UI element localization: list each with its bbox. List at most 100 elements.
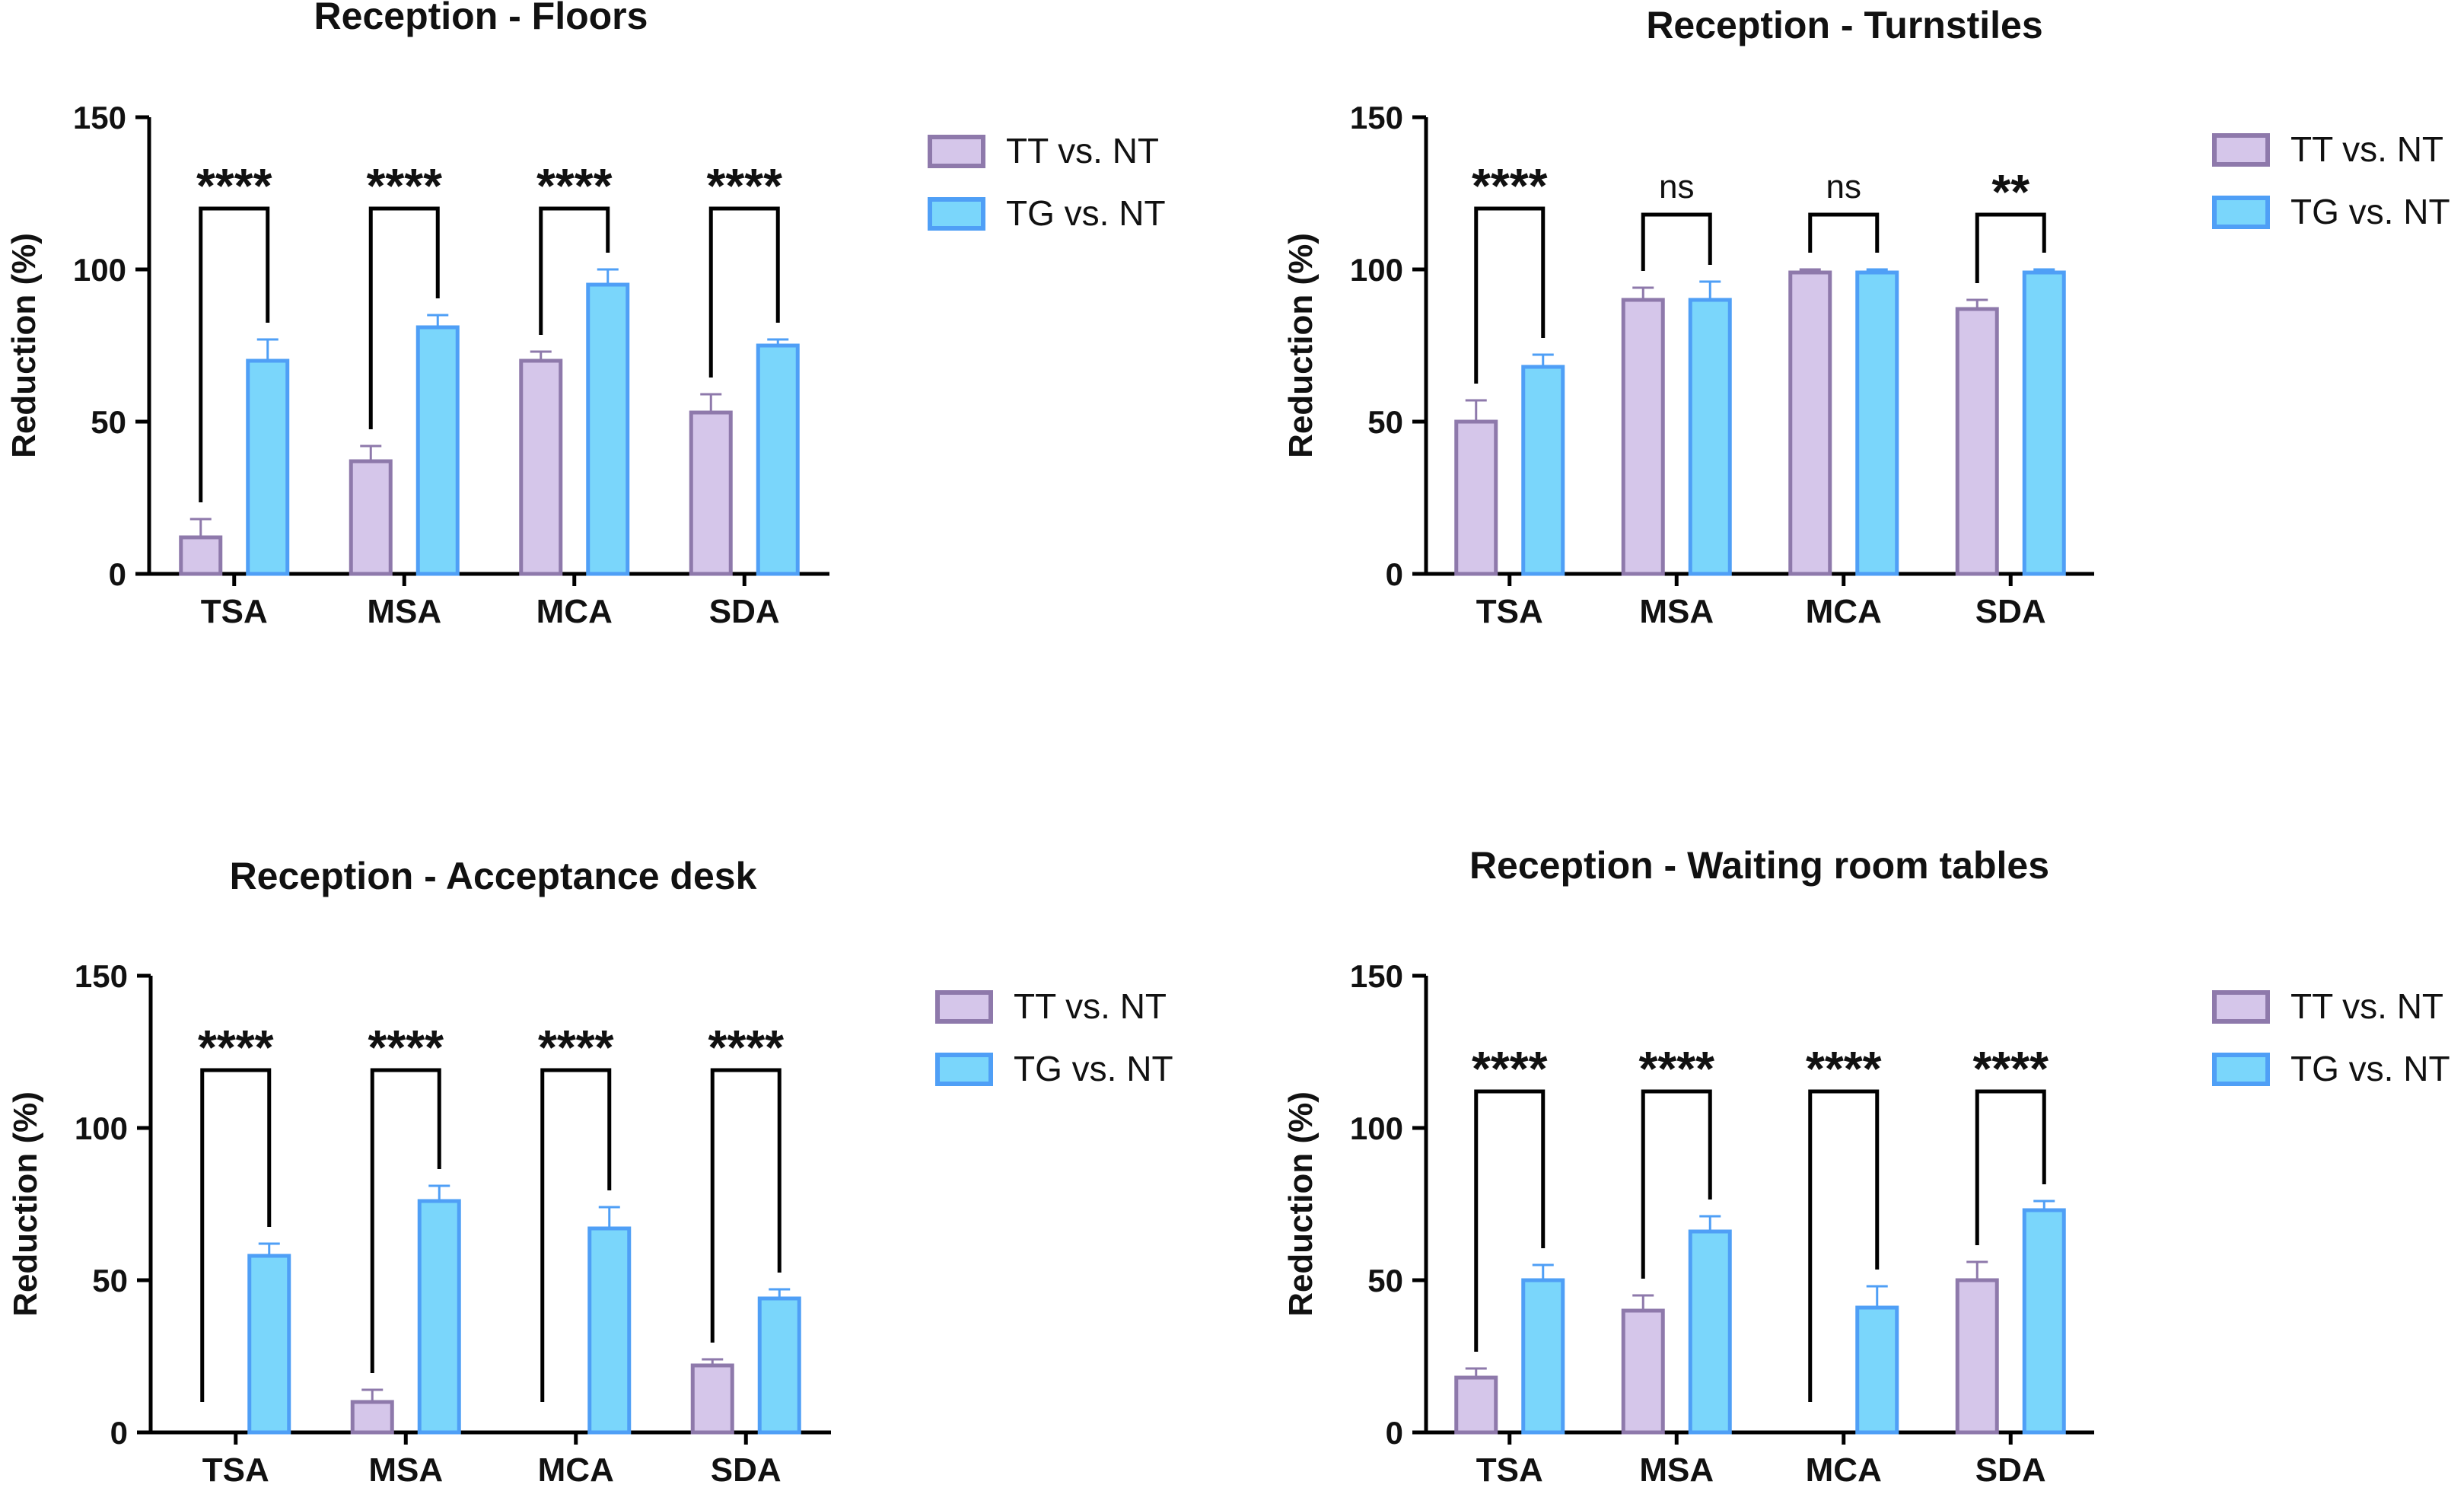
legend-swatch-tt	[2212, 133, 2270, 167]
y-axis-label: Reduction (%)	[1282, 233, 1320, 458]
bar-tg-tsa	[246, 358, 290, 576]
bar-tg-sda	[2022, 270, 2066, 576]
significance-bracket	[708, 206, 780, 378]
y-tick-label: 100	[73, 252, 126, 288]
significance-bracket	[1808, 212, 1880, 253]
significance-bracket	[368, 206, 440, 429]
y-tick-label: 50	[92, 1263, 128, 1298]
significance-label: ****	[368, 1020, 444, 1075]
significance-bracket	[200, 1068, 272, 1402]
legend-swatch-tg	[928, 197, 985, 231]
significance-label: ****	[198, 1020, 274, 1075]
bar-tg-sda	[757, 1296, 801, 1435]
bar-tt-sda	[1955, 1278, 1999, 1435]
significance-bracket	[710, 1068, 782, 1343]
bar-tg-msa	[1688, 298, 1732, 576]
x-tick-label: MSA	[367, 593, 441, 630]
x-tick-label: SDA	[709, 593, 780, 630]
x-tick-label: MSA	[1639, 1451, 1714, 1489]
y-tick-label: 150	[1350, 958, 1403, 994]
legend-label-tt: TT vs. NT	[1006, 131, 1159, 170]
y-axis-label: Reduction (%)	[5, 233, 43, 458]
y-tick-label: 150	[75, 958, 128, 994]
legend-label-tt: TT vs. NT	[1014, 986, 1167, 1026]
significance-label: ****	[366, 158, 442, 213]
significance-label: ****	[1972, 1041, 2049, 1096]
bar-tg-tsa	[1521, 1278, 1565, 1435]
significance-label: ****	[706, 158, 782, 213]
significance-bracket	[370, 1068, 441, 1373]
significance-bracket	[1975, 212, 2046, 283]
chart-title: Reception - Turnstiles	[1646, 4, 2042, 46]
significance-label: ****	[196, 158, 272, 213]
significance-bracket	[1641, 1089, 1712, 1279]
significance-label: ****	[1638, 1041, 1714, 1096]
significance-label: ****	[536, 158, 613, 213]
bar-tg-tsa	[247, 1254, 291, 1435]
legend-label-tg: TG vs. NT	[1006, 193, 1166, 233]
y-tick-label: 50	[91, 404, 126, 440]
significance-label: **	[1991, 164, 2029, 219]
x-tick-label: TSA	[1476, 593, 1543, 630]
y-axis-label: Reduction (%)	[1282, 1091, 1320, 1317]
y-tick-label: 100	[75, 1110, 128, 1146]
significance-bracket	[1641, 212, 1712, 271]
bar-tt-mca	[519, 358, 563, 576]
x-tick-label: TSA	[201, 593, 268, 630]
legend-swatch-tt	[935, 990, 993, 1024]
bar-tg-mca	[586, 282, 630, 576]
bar-tg-sda	[2022, 1208, 2066, 1435]
bar-tt-tsa	[179, 535, 223, 576]
legend-label-tt: TT vs. NT	[2291, 129, 2443, 169]
x-tick-label: SDA	[1975, 593, 2046, 630]
legend-swatch-tt	[928, 135, 985, 168]
x-tick-label: MSA	[1639, 593, 1714, 630]
significance-label: ****	[1472, 158, 1548, 213]
chart-title: Reception - Waiting room tables	[1469, 844, 2049, 887]
legend-swatch-tg	[935, 1053, 993, 1086]
x-tick-label: MCA	[1806, 1451, 1882, 1489]
y-tick-label: 50	[1367, 1263, 1403, 1298]
bar-tt-msa	[349, 459, 393, 576]
y-tick-label: 0	[1386, 1415, 1403, 1451]
bar-tg-sda	[756, 343, 800, 576]
bar-tg-msa	[415, 325, 460, 576]
x-tick-label: TSA	[1476, 1451, 1543, 1489]
x-tick-label: SDA	[711, 1451, 782, 1489]
x-tick-label: SDA	[1975, 1451, 2046, 1489]
y-tick-label: 100	[1350, 252, 1403, 288]
x-tick-label: MSA	[368, 1451, 443, 1489]
bar-tt-tsa	[1454, 419, 1498, 576]
x-tick-label: TSA	[202, 1451, 269, 1489]
significance-bracket	[199, 206, 270, 502]
y-tick-label: 150	[1350, 100, 1403, 135]
legend-label-tg: TG vs. NT	[2291, 1049, 2450, 1088]
significance-label: ns	[1826, 168, 1861, 206]
bar-tt-mca	[1788, 270, 1832, 576]
significance-bracket	[1474, 1089, 1546, 1352]
significance-bracket	[1474, 206, 1546, 384]
legend-label-tt: TT vs. NT	[2291, 986, 2443, 1026]
significance-bracket	[1975, 1089, 2046, 1245]
y-tick-label: 100	[1350, 1110, 1403, 1146]
legend-label-tg: TG vs. NT	[1014, 1049, 1173, 1088]
significance-bracket	[1808, 1089, 1880, 1402]
bar-tg-mca	[1855, 270, 1899, 576]
y-tick-label: 0	[109, 556, 126, 592]
significance-label: ****	[538, 1020, 614, 1075]
legend-swatch-tt	[2212, 990, 2270, 1024]
bar-tt-msa	[350, 1400, 394, 1435]
chart-title: Reception - Acceptance desk	[230, 855, 757, 897]
bar-tt-sda	[1955, 307, 1999, 576]
chart-title: Reception - Floors	[314, 0, 648, 37]
bar-tg-msa	[417, 1199, 461, 1435]
chart-panel-2: Reception - Turnstiles Reduction (%) 0 50 10…	[1282, 4, 2450, 630]
chart-panel-4: Reception - Waiting room tables Reduction…	[1282, 844, 2450, 1489]
y-tick-label: 50	[1367, 404, 1403, 440]
significance-label: ****	[1806, 1041, 1882, 1096]
significance-label: ****	[708, 1020, 784, 1075]
chart-panel-3: Reception - Acceptance desk Reduction (%)…	[7, 855, 1173, 1489]
legend-swatch-tg	[2212, 196, 2270, 229]
x-tick-label: MCA	[538, 1451, 614, 1489]
